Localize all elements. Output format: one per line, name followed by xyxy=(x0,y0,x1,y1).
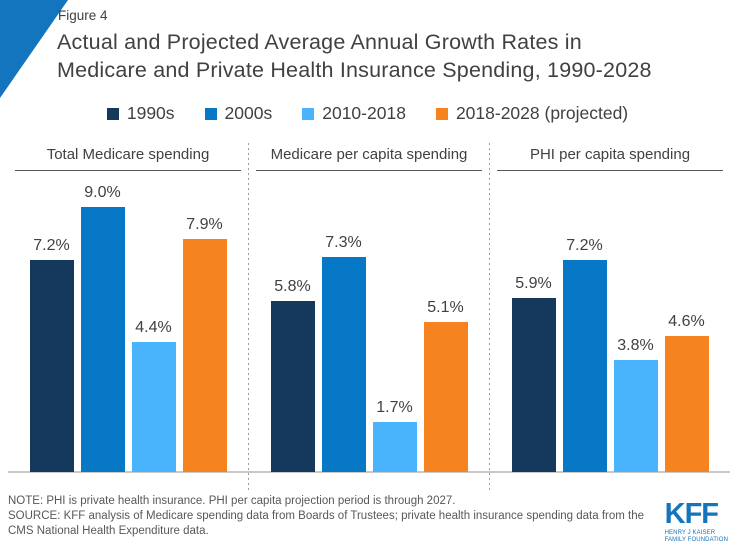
bar-value-label: 4.4% xyxy=(135,319,172,337)
bar-group-2018-2028-projected: 5.1% xyxy=(423,298,468,472)
note-block: NOTE: PHI is private health insurance. P… xyxy=(8,494,653,540)
legend-swatch-2010-2018 xyxy=(302,107,315,120)
bar-2010-2018 xyxy=(613,359,658,472)
bar-group-1990s: 5.9% xyxy=(511,274,556,472)
bar-value-label: 3.8% xyxy=(617,336,654,354)
panel-total-medicare-spending: Total Medicare spending 7.2% 9.0% 4.4% 7.9% xyxy=(8,140,248,490)
bar-value-label: 1.7% xyxy=(376,398,413,416)
bar-group-1990s: 7.2% xyxy=(29,236,74,472)
source-line: SOURCE: KFF analysis of Medicare spendin… xyxy=(8,510,645,538)
legend: 1990s 2000s 2010-2018 2018-2028 (projected) xyxy=(0,103,735,124)
panel-title-underline xyxy=(256,170,482,171)
bar-group-2000s: 7.3% xyxy=(321,233,366,472)
bar-1990s xyxy=(511,297,556,472)
kff-logo: KFF HENRY J KAISER FAMILY FOUNDATION xyxy=(664,498,728,545)
bar-value-label: 9.0% xyxy=(84,183,121,201)
panel-title: PHI per capita spending xyxy=(529,146,691,163)
page-title: Actual and Projected Average Annual Grow… xyxy=(57,28,652,84)
bar-2018-2028-projected xyxy=(423,321,468,472)
bar-group-2000s: 7.2% xyxy=(562,236,607,472)
bar-group-2018-2028-projected: 4.6% xyxy=(664,313,709,472)
panel-bars: 5.8% 7.3% 1.7% 5.1% xyxy=(249,234,489,472)
panel-title-underline xyxy=(15,170,241,171)
kff-logo-tagline-line1: HENRY J KAISER xyxy=(664,529,716,536)
panel-bars: 5.9% 7.2% 3.8% 4.6% xyxy=(490,237,730,472)
bar-2000s xyxy=(562,259,607,472)
bar-value-label: 5.1% xyxy=(427,298,464,316)
panel-phi-per-capita-spending: PHI per capita spending 5.9% 7.2% 3.8% 4.6% xyxy=(490,140,730,490)
bar-2018-2028-projected xyxy=(182,238,227,472)
panel-title-underline xyxy=(497,170,723,171)
panel-separator-2 xyxy=(489,143,490,490)
bar-group-2018-2028-projected: 7.9% xyxy=(182,215,227,472)
note-line: NOTE: PHI is private health insurance. P… xyxy=(8,495,456,507)
panel-bars: 7.2% 9.0% 4.4% 7.9% xyxy=(8,183,248,472)
bar-value-label: 7.2% xyxy=(33,236,70,254)
legend-swatch-2018-2028-projected xyxy=(435,107,448,120)
bar-value-label: 7.9% xyxy=(186,215,223,233)
legend-label: 1990s xyxy=(126,103,175,123)
legend-label: 2018-2028 (projected) xyxy=(455,103,629,123)
bar-value-label: 5.8% xyxy=(274,277,311,295)
page-title-line2: Medicare and Private Health Insurance Sp… xyxy=(57,58,652,82)
bar-value-label: 7.3% xyxy=(325,233,362,251)
legend-item-1990s: 1990s xyxy=(106,103,175,124)
legend-item-2018-2028-projected: 2018-2028 (projected) xyxy=(435,103,629,124)
bar-2018-2028-projected xyxy=(664,336,709,472)
bar-1990s xyxy=(29,259,74,472)
bar-group-2010-2018: 1.7% xyxy=(372,398,417,472)
bar-2000s xyxy=(80,206,125,472)
bar-chart: Total Medicare spending 7.2% 9.0% 4.4% 7.9% M… xyxy=(8,140,730,490)
legend-label: 2010-2018 xyxy=(322,103,406,123)
legend-swatch-1990s xyxy=(106,107,119,120)
bar-2000s xyxy=(321,256,366,472)
legend-item-2000s: 2000s xyxy=(204,103,273,124)
legend-swatch-2000s xyxy=(204,107,217,120)
kff-corner-triangle xyxy=(0,0,68,98)
page-title-line1: Actual and Projected Average Annual Grow… xyxy=(57,30,582,54)
bar-group-2010-2018: 4.4% xyxy=(131,319,176,472)
panel-separator-1 xyxy=(248,143,249,490)
panel-medicare-per-capita-spending: Medicare per capita spending 5.8% 7.3% 1.7%… xyxy=(249,140,489,490)
bar-1990s xyxy=(270,300,315,472)
panel-title: Medicare per capita spending xyxy=(270,146,468,163)
kff-logo-tagline-line2: FAMILY FOUNDATION xyxy=(664,537,728,544)
legend-label: 2000s xyxy=(224,103,273,123)
bar-group-1990s: 5.8% xyxy=(270,277,315,472)
bar-group-2000s: 9.0% xyxy=(80,183,125,472)
figure-label: Figure 4 xyxy=(58,8,108,23)
bar-2010-2018 xyxy=(372,421,417,472)
bar-value-label: 5.9% xyxy=(515,274,552,292)
kff-logo-tagline: HENRY J KAISER FAMILY FOUNDATION xyxy=(665,530,728,545)
kff-logo-text: KFF xyxy=(664,498,719,530)
panel-title: Total Medicare spending xyxy=(46,146,210,163)
bar-group-2010-2018: 3.8% xyxy=(613,336,658,472)
bar-value-label: 4.6% xyxy=(668,313,705,331)
bar-value-label: 7.2% xyxy=(566,236,603,254)
bar-2010-2018 xyxy=(131,342,176,472)
chart-baseline xyxy=(8,471,730,473)
legend-item-2010-2018: 2010-2018 xyxy=(302,103,406,124)
